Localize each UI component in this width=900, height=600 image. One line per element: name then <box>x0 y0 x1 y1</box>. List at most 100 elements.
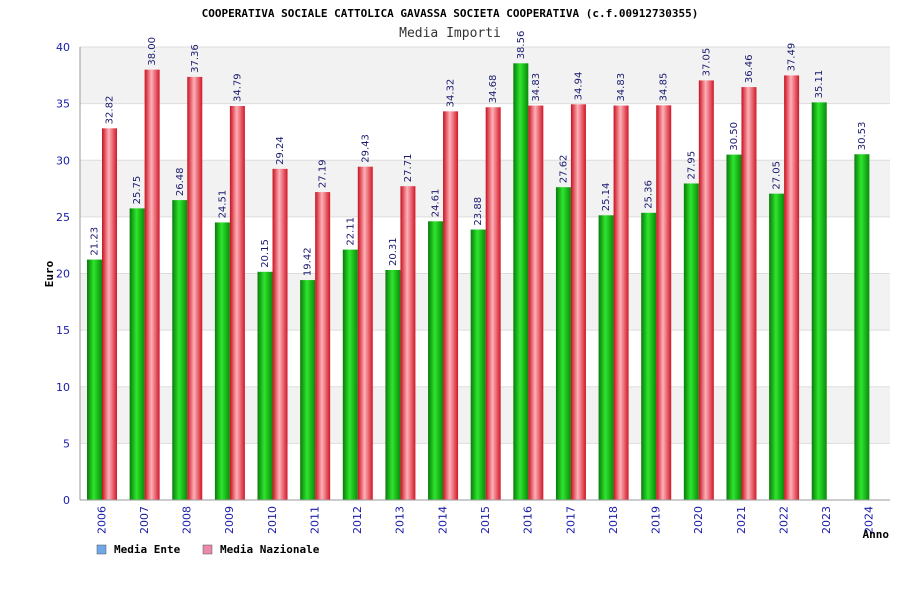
x-tick-label: 2016 <box>522 506 535 534</box>
x-tick-label: 2017 <box>564 506 577 534</box>
data-label: 25.75 <box>132 176 143 205</box>
bars <box>87 63 870 501</box>
data-label: 36.46 <box>744 54 755 83</box>
y-tick-label: 30 <box>56 154 70 167</box>
data-label: 35.11 <box>814 70 825 99</box>
y-tick-label: 35 <box>56 98 70 111</box>
chart-title: COOPERATIVA SOCIALE CATTOLICA GAVASSA SO… <box>202 7 699 20</box>
data-label: 19.42 <box>303 247 314 276</box>
legend: Media Ente Media Nazionale <box>96 543 320 556</box>
bar-media-nazionale <box>528 105 544 501</box>
data-label: 27.19 <box>318 159 329 188</box>
data-labels: 21.23 32.82 25.75 38.00 26.48 37.36 24.51 34.79… <box>90 31 868 276</box>
bar-media-ente <box>342 249 358 500</box>
bar-media-nazionale <box>613 105 629 501</box>
x-tick-label: 2024 <box>863 506 876 534</box>
x-tick-label: 2007 <box>138 506 151 534</box>
bar-media-nazionale <box>698 80 714 500</box>
data-label: 24.61 <box>431 189 442 218</box>
x-tick-label: 2008 <box>181 506 194 534</box>
x-tick-label: 2010 <box>266 506 279 534</box>
x-tick-label: 2018 <box>607 506 620 534</box>
data-label: 24.51 <box>217 190 228 219</box>
x-tick-label: 2022 <box>777 506 790 534</box>
bar-media-nazionale <box>570 104 586 500</box>
bar-media-nazionale <box>315 192 331 501</box>
bar-media-nazionale <box>741 87 757 500</box>
bar-media-ente <box>428 221 444 500</box>
data-label: 27.95 <box>686 151 697 180</box>
data-label: 32.82 <box>105 96 116 125</box>
chart-subtitle: Media Importi <box>399 26 501 41</box>
bar-media-ente <box>513 63 529 501</box>
data-label: 23.88 <box>473 197 484 226</box>
bar-media-nazionale <box>102 128 117 500</box>
data-label: 27.62 <box>558 155 569 184</box>
y-tick-label: 0 <box>63 494 70 507</box>
data-label: 22.11 <box>345 217 356 246</box>
data-label: 27.05 <box>772 161 783 190</box>
data-label: 30.53 <box>857 122 868 151</box>
data-label: 34.85 <box>659 73 670 102</box>
x-tick-label: 2006 <box>95 506 108 534</box>
legend-label-nazionale: Media Nazionale <box>220 543 320 556</box>
y-tick-label: 25 <box>56 211 70 224</box>
bar-media-ente <box>598 215 614 501</box>
bar-media-nazionale <box>400 186 416 500</box>
bar-media-ente <box>300 280 316 500</box>
data-label: 29.24 <box>275 136 286 165</box>
legend-swatch-ente <box>96 544 107 555</box>
data-label: 26.48 <box>175 167 186 196</box>
data-label: 34.83 <box>616 73 627 102</box>
bar-media-nazionale <box>229 106 245 501</box>
data-label: 21.23 <box>90 227 101 256</box>
data-label: 34.79 <box>232 73 243 102</box>
x-tick-label: 2021 <box>735 506 748 534</box>
x-tick-label: 2020 <box>692 506 705 534</box>
y-tick-label: 5 <box>63 437 70 450</box>
bar-media-nazionale <box>357 166 373 500</box>
data-label: 34.68 <box>488 75 499 104</box>
data-label: 27.71 <box>403 154 414 183</box>
bar-media-ente <box>257 271 273 500</box>
x-tick-label: 2012 <box>351 506 364 534</box>
bar-media-ente <box>129 208 145 500</box>
y-tick-label: 40 <box>56 41 70 54</box>
bar-media-ente <box>214 222 230 500</box>
y-tick-label: 20 <box>56 268 70 281</box>
data-label: 25.36 <box>644 180 655 209</box>
data-label: 34.32 <box>446 79 457 108</box>
x-axis-label: Anno <box>863 528 890 541</box>
bar-media-ente <box>683 183 699 500</box>
y-axis-ticks: 0 5 10 15 20 25 30 35 40 <box>56 41 70 507</box>
data-label: 38.56 <box>516 31 527 60</box>
y-tick-label: 10 <box>56 381 70 394</box>
data-label: 25.14 <box>601 183 612 212</box>
bar-media-nazionale <box>443 111 459 501</box>
data-label: 20.15 <box>260 239 271 268</box>
data-label: 37.05 <box>701 48 712 77</box>
bar-media-nazionale <box>187 76 203 500</box>
data-label: 30.50 <box>729 122 740 151</box>
x-tick-label: 2011 <box>308 506 321 534</box>
data-label: 20.31 <box>388 237 399 266</box>
x-axis-ticks: 2006 2007 2008 2009 2010 2011 2012 2013 2014 2015… <box>95 506 875 534</box>
legend-label-ente: Media Ente <box>114 543 181 556</box>
data-label: 38.00 <box>147 37 158 66</box>
y-tick-label: 15 <box>56 324 70 337</box>
bar-media-ente <box>172 200 188 500</box>
data-label: 34.83 <box>531 73 542 102</box>
bar-media-nazionale <box>272 168 288 500</box>
x-tick-label: 2023 <box>820 506 833 534</box>
bar-media-ente <box>385 269 401 500</box>
data-label: 34.94 <box>573 72 584 101</box>
data-label: 37.36 <box>190 44 201 73</box>
bar-media-ente <box>811 102 827 501</box>
bar-media-ente <box>726 154 742 500</box>
bar-media-nazionale <box>144 69 160 501</box>
x-tick-label: 2013 <box>394 506 407 534</box>
data-label: 37.49 <box>787 43 798 72</box>
bar-media-nazionale <box>784 75 800 500</box>
bar-media-ente <box>555 187 571 501</box>
